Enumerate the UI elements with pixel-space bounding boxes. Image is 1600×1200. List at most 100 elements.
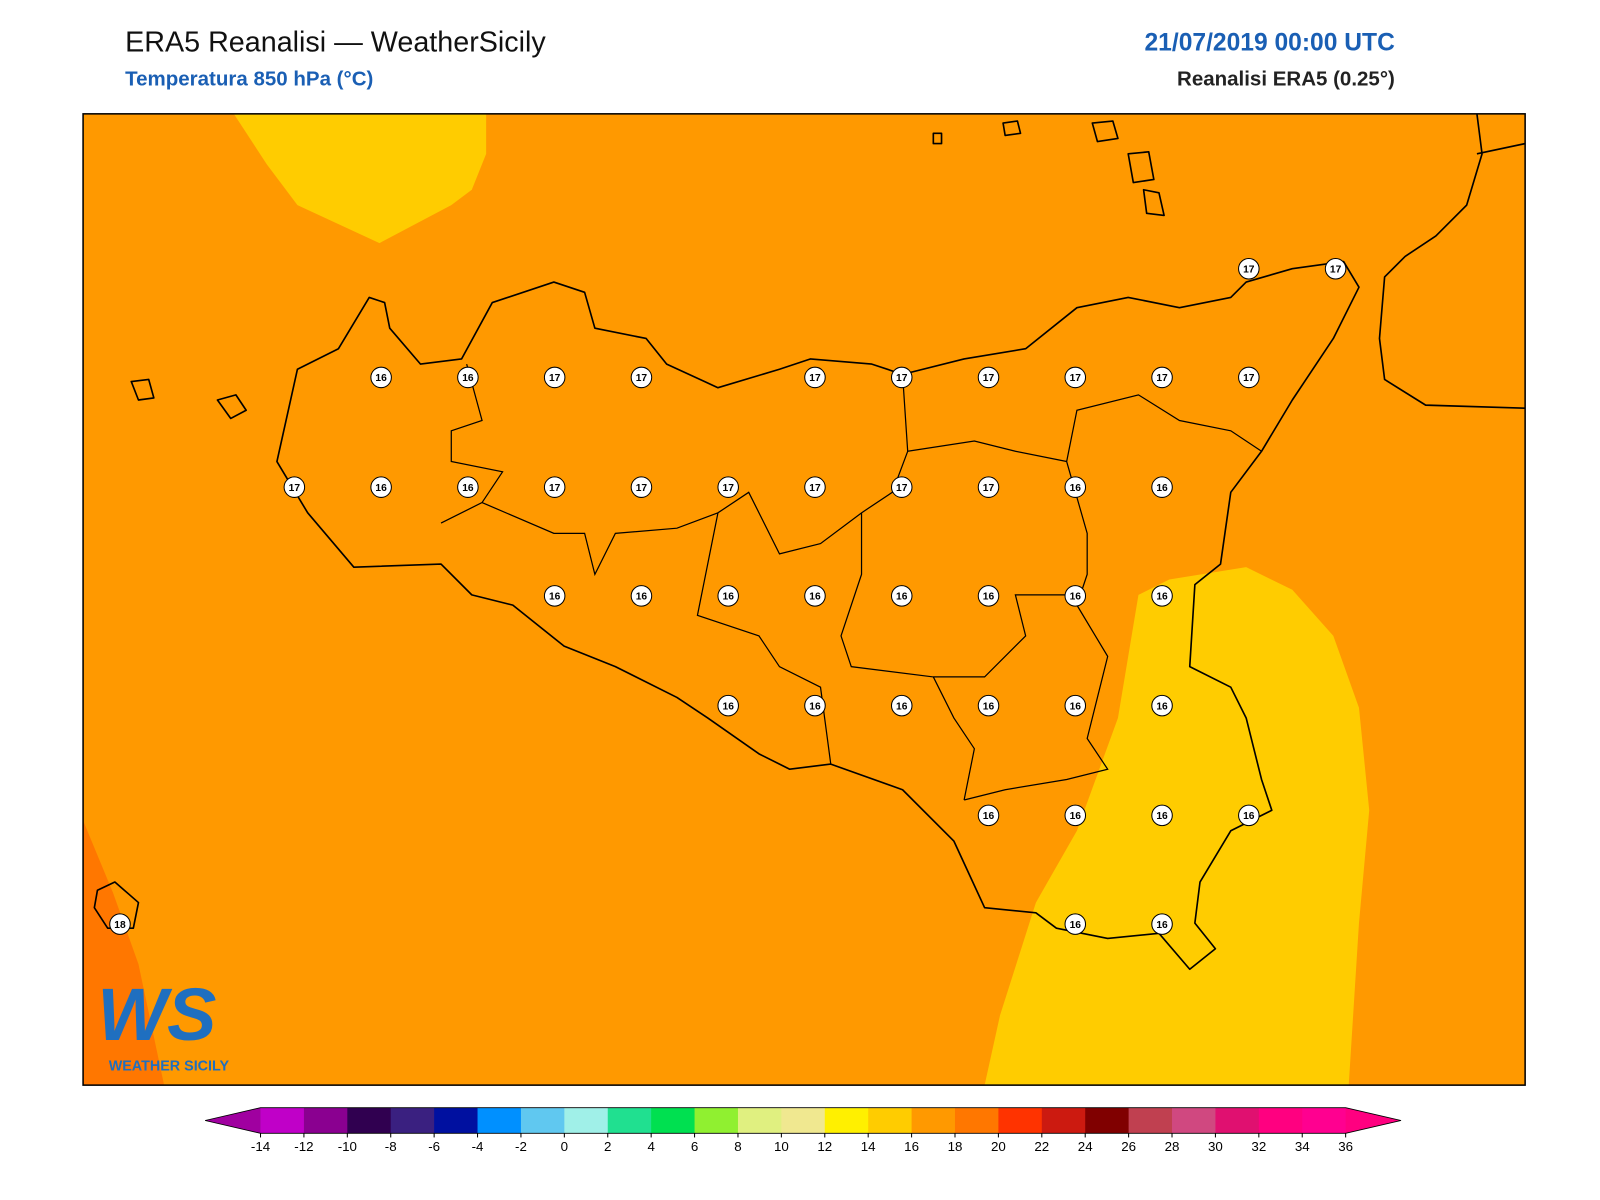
- station-value: 17: [1070, 373, 1082, 384]
- station-marker: [543, 585, 566, 607]
- colorbar-segment: [1128, 1107, 1173, 1134]
- station-marker: [543, 476, 566, 498]
- station-marker: [804, 366, 826, 389]
- station-marker: [1151, 585, 1173, 607]
- colorbar-segment: [390, 1107, 435, 1134]
- colorbar-segment: [868, 1107, 913, 1134]
- station-value: 16: [1070, 701, 1082, 712]
- station-value: 16: [462, 373, 474, 384]
- colorbar-segment: [694, 1107, 739, 1134]
- station-value: 17: [636, 373, 648, 384]
- station-marker: [977, 585, 1000, 607]
- colorbar-label: 8: [734, 1139, 741, 1154]
- station-value: 16: [1070, 811, 1082, 822]
- station-marker: [1064, 804, 1087, 827]
- colorbar-label: 22: [1034, 1139, 1049, 1154]
- station-marker: [543, 366, 566, 389]
- station-value: 16: [723, 701, 735, 712]
- colorbar-segment: [347, 1107, 392, 1134]
- colorbar-segment: [824, 1107, 869, 1134]
- station-marker: [1151, 366, 1173, 389]
- colorbar-label: 4: [647, 1139, 655, 1154]
- station-value: 16: [1156, 701, 1168, 712]
- station-value: 16: [896, 592, 908, 603]
- station-marker: [1324, 257, 1347, 280]
- station-value: 16: [1070, 920, 1082, 931]
- colorbar-segment: [1172, 1107, 1216, 1134]
- field-contour: [233, 113, 487, 244]
- station-value: 16: [375, 373, 387, 384]
- colorbar-segment: [737, 1107, 782, 1134]
- station-value: 16: [462, 483, 474, 494]
- station-marker: [1238, 366, 1260, 389]
- colorbar-segment: [434, 1107, 479, 1134]
- date: 21/07/2019 00:00 UTC: [1144, 30, 1395, 57]
- station-value: 16: [549, 592, 561, 603]
- station-marker: [1151, 913, 1173, 935]
- station-value: 16: [809, 701, 821, 712]
- station-marker: [1064, 913, 1087, 935]
- colorbar-segment: [607, 1107, 652, 1134]
- colorbar-label: 10: [774, 1139, 789, 1154]
- station-value: 16: [983, 701, 995, 712]
- station-marker: [804, 585, 826, 607]
- station-marker: [977, 476, 1000, 498]
- station-marker: [1238, 804, 1260, 827]
- station-value: 17: [723, 483, 735, 494]
- station-marker: [977, 366, 1000, 389]
- station-marker: [977, 804, 1000, 827]
- colorbar-label: 14: [861, 1139, 876, 1154]
- station-value: 17: [636, 483, 648, 494]
- colorbar-label: 2: [604, 1139, 611, 1154]
- station-marker: [630, 366, 653, 389]
- colorbar-segment: [911, 1107, 956, 1134]
- station-value: 17: [1243, 264, 1255, 275]
- station-marker: [717, 694, 739, 717]
- station-value: 16: [723, 592, 735, 603]
- station-value: 16: [1243, 811, 1255, 822]
- station-value: 18: [114, 920, 126, 931]
- station-marker: [283, 476, 306, 498]
- station-value: 17: [983, 483, 995, 494]
- stations: 17 17 16 16 17 17 17 17 17 17 17 17 17 16 16 17 17 17 17 17…: [109, 257, 1347, 935]
- colorbar: -14 -12 -10 -8 -6 -4 -2 0 2 4 6 8 10 12 14 16 18 20 22 24 26…: [205, 1107, 1402, 1154]
- subtitle: Temperatura 850 hPa (°C): [125, 67, 373, 90]
- colorbar-segment: [1085, 1107, 1130, 1134]
- station-marker: [1064, 366, 1087, 389]
- station-value: 17: [896, 373, 908, 384]
- colorbar-label: 18: [948, 1139, 963, 1154]
- colorbar-label: -14: [251, 1139, 271, 1154]
- station-value: 16: [1156, 592, 1168, 603]
- station-marker: [890, 476, 913, 498]
- colorbar-label: -8: [385, 1139, 397, 1154]
- station-marker: [1238, 257, 1260, 280]
- station-marker: [717, 476, 739, 498]
- station-value: 16: [809, 592, 821, 603]
- station-value: 17: [1156, 373, 1168, 384]
- station-value: 16: [983, 592, 995, 603]
- colorbar-label: -6: [428, 1139, 440, 1154]
- colorbar-label: 28: [1165, 1139, 1180, 1154]
- station-value: 16: [1156, 920, 1168, 931]
- station-marker: [370, 476, 392, 498]
- station-marker: [630, 476, 653, 498]
- station-marker: [109, 913, 131, 935]
- station-marker: [457, 476, 479, 498]
- station-value: 17: [1330, 264, 1342, 275]
- colorbar-label: 12: [817, 1139, 832, 1154]
- colorbar-label: 30: [1208, 1139, 1223, 1154]
- station-value: 17: [1243, 373, 1255, 384]
- colorbar-segment: [998, 1107, 1043, 1134]
- station-value: 17: [896, 483, 908, 494]
- station-value: 16: [896, 701, 908, 712]
- station-marker: [1064, 694, 1087, 717]
- colorbar-segment: [303, 1107, 348, 1134]
- station-value: 17: [983, 373, 995, 384]
- station-value: 16: [1156, 483, 1168, 494]
- source: Reanalisi ERA5 (0.25°): [1177, 67, 1395, 90]
- map: 17 17 16 16 17 17 17 17 17 17 17 17 17 16 16 17 17 17 17 17…: [82, 113, 1526, 1086]
- colorbar-label: -10: [338, 1139, 357, 1154]
- station-marker: [977, 694, 1000, 717]
- colorbar-label: 32: [1251, 1139, 1266, 1154]
